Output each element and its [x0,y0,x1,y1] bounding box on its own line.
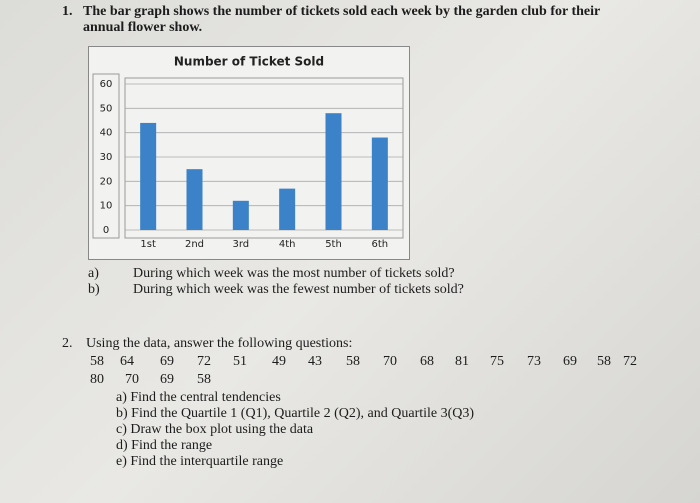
part-label: b) [88,282,100,297]
chart-title: Number of Ticket Sold [174,55,324,69]
part-text: During which week was the most number of… [133,266,455,281]
y-tick-label: 40 [100,128,113,139]
y-tick-label: 30 [100,152,113,163]
part-text: a) Find the central tendencies [116,390,281,405]
part-text: d) Find the range [116,438,213,453]
x-tick-label: 6th [372,239,389,250]
y-tick-label: 0 [103,225,109,236]
data-value: 69 [563,354,577,369]
data-value: 58 [90,354,104,369]
data-value: 49 [272,354,286,369]
data-value: 70 [383,354,397,369]
data-value: 72 [197,354,211,369]
x-tick-label: 3rd [233,239,250,250]
question-number: 1. [62,4,73,19]
part-text: b) Find the Quartile 1 (Q1), Quartile 2 … [116,406,475,421]
data-value: 80 [90,372,104,387]
y-tick-label: 20 [100,176,113,187]
data-value: 58 [197,372,211,387]
question-text: annual flower show. [83,20,203,35]
data-value: 69 [160,372,174,387]
y-tick-label: 60 [100,79,113,90]
data-value: 64 [120,354,134,369]
question-text: Using the data, answer the following que… [86,336,353,351]
bar [279,188,296,230]
data-value: 58 [346,354,360,369]
bar [140,122,157,230]
data-value: 51 [233,354,247,369]
bar [186,169,203,230]
part-text: c) Draw the box plot using the data [116,422,314,437]
data-value: 73 [527,354,541,369]
data-value: 58 [597,354,611,369]
part-text: e) Find the interquartile range [116,454,284,469]
chart: Number of Ticket Sold 0 10 20 30 40 50 60 1st 2n… [88,46,410,260]
question-number: 2. [62,336,73,351]
data-value: 43 [308,354,322,369]
data-value: 68 [420,354,434,369]
data-value: 72 [623,354,637,369]
x-tick-label: 4th [279,239,296,250]
x-tick-label: 1st [140,239,156,250]
bar [371,137,388,230]
data-value: 75 [490,354,504,369]
bar [232,200,249,230]
plot-frame [124,77,404,239]
data-value: 81 [455,354,469,369]
y-tick-label: 50 [100,103,113,114]
question-text: The bar graph shows the number of ticket… [83,4,601,19]
bar [325,113,342,230]
axis-frame [92,73,120,239]
data-value: 70 [125,372,139,387]
x-tick-label: 5th [325,239,342,250]
x-tick-label: 2nd [185,239,204,250]
y-tick-label: 10 [100,201,113,212]
part-text: During which week was the fewest number … [133,282,464,297]
data-value: 69 [160,354,174,369]
part-label: a) [88,266,99,281]
